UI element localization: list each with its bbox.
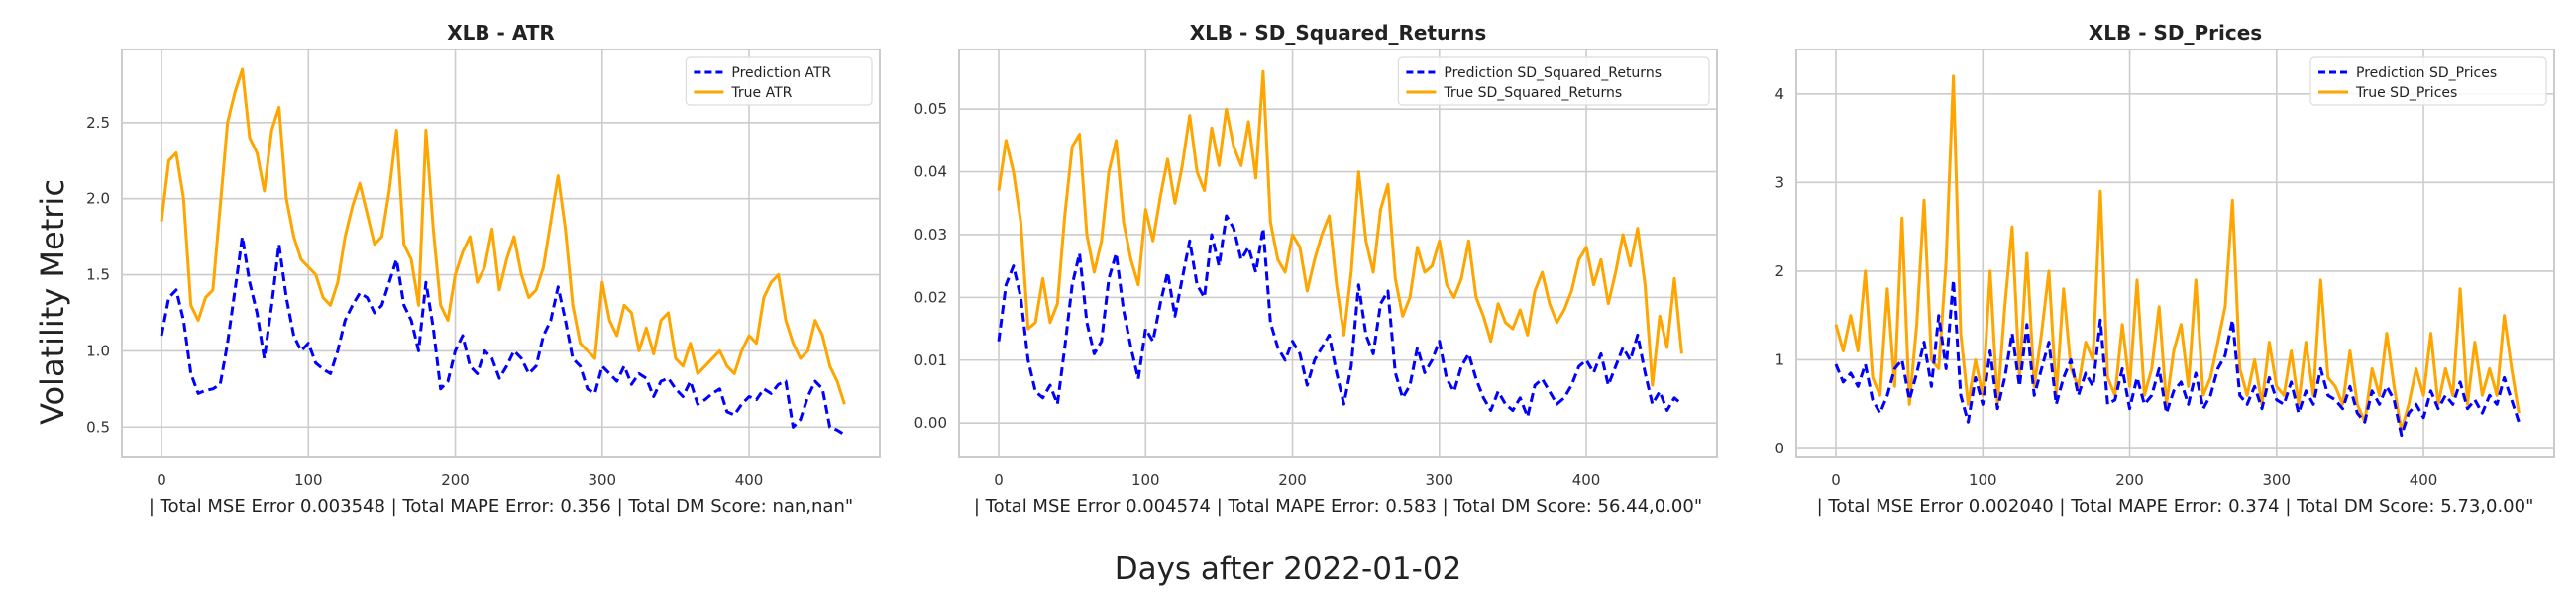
plot-frame xyxy=(958,49,1718,458)
legend-box xyxy=(2309,56,2547,106)
x-tick-label: 400 xyxy=(2410,471,2438,489)
chart-panel-3: 0 100 200 300 400 0 1 2 3 4 XLB - SD_Prices | Total… xyxy=(1774,21,2555,517)
y-tick-label: 0 xyxy=(1774,440,1784,457)
y-tick-label: 0.5 xyxy=(86,418,110,436)
plot-frame xyxy=(1795,49,2555,458)
y-tick-label: 4 xyxy=(1774,85,1784,103)
chart-panel-1: 0 100 200 300 400 0.5 1.0 1.5 2.0 2.5 XLB - ATR | T… xyxy=(86,21,881,517)
legend-entry: Prediction SD_Squared_Returns xyxy=(1444,65,1662,81)
shared-x-axis-label: Days after 2022-01-02 xyxy=(1115,551,1462,587)
true-series-line xyxy=(160,67,846,405)
x-tick-label: 300 xyxy=(2262,471,2291,489)
x-tick-label: 100 xyxy=(1969,471,1997,489)
chart-panel-2: 0 100 200 300 400 0.00 0.01 0.02 0.03 0.04 0.05 XLB… xyxy=(914,21,1718,517)
x-tick-label: 0 xyxy=(1831,471,1841,489)
x-tick-label: 200 xyxy=(2115,471,2144,489)
legend-box xyxy=(685,56,873,106)
x-tick-label: 300 xyxy=(1425,471,1453,489)
x-tick-label: 200 xyxy=(1278,471,1307,489)
legend-entry: True SD_Squared_Returns xyxy=(1443,85,1622,101)
y-tick-label: 0.02 xyxy=(914,288,947,306)
y-tick-label: 2.0 xyxy=(86,190,110,208)
y-tick-label: 0.05 xyxy=(914,100,947,118)
x-tick-label: 400 xyxy=(735,471,764,489)
y-tick-label: 2.5 xyxy=(86,114,110,132)
x-tick-label: 0 xyxy=(994,471,1004,489)
chart-error-caption: | Total MSE Error 0.003548 | Total MAPE … xyxy=(149,496,853,517)
shared-y-axis-label: Volatility Metric xyxy=(34,179,71,425)
y-tick-label: 0.03 xyxy=(914,226,947,244)
x-tick-label: 200 xyxy=(441,471,470,489)
chart-error-caption: | Total MSE Error 0.002040 | Total MAPE … xyxy=(1817,496,2534,517)
legend-box xyxy=(1397,56,1710,106)
true-series-line xyxy=(1834,74,2521,433)
plot-area xyxy=(959,50,1717,457)
chart-title: XLB - SD_Prices xyxy=(2089,21,2262,45)
y-tick-label: 2 xyxy=(1774,262,1784,280)
y-tick-label: 0.00 xyxy=(914,414,947,432)
legend-entry: True SD_Prices xyxy=(2355,85,2457,101)
prediction-series-line xyxy=(1834,278,2521,438)
x-tick-label: 400 xyxy=(1572,471,1601,489)
y-tick-label: 0.01 xyxy=(914,351,947,369)
chart-title: XLB - SD_Squared_Returns xyxy=(1190,21,1487,45)
y-tick-label: 1.0 xyxy=(86,342,110,359)
plot-area xyxy=(122,50,880,457)
x-tick-label: 100 xyxy=(1131,471,1160,489)
x-tick-label: 0 xyxy=(157,471,166,489)
y-tick-label: 1 xyxy=(1774,350,1784,368)
y-tick-label: 0.04 xyxy=(914,163,947,181)
prediction-series-line xyxy=(997,214,1683,419)
y-tick-label: 1.5 xyxy=(86,266,110,284)
legend-entry: Prediction SD_Prices xyxy=(2356,65,2497,81)
true-series-line xyxy=(997,69,1683,387)
x-tick-label: 100 xyxy=(294,471,323,489)
legend: Prediction SD_Squared_Returns True SD_Squ… xyxy=(1397,56,1710,106)
legend: Prediction SD_Prices True SD_Prices xyxy=(2309,56,2547,106)
legend-entry: Prediction ATR xyxy=(731,65,831,81)
x-tick-label: 300 xyxy=(588,471,616,489)
legend-entry: True ATR xyxy=(730,85,792,101)
plot-area xyxy=(1796,50,2554,457)
chart-error-caption: | Total MSE Error 0.004574 | Total MAPE … xyxy=(974,496,1702,517)
prediction-series-line xyxy=(160,235,846,437)
chart-title: XLB - ATR xyxy=(447,21,555,45)
plot-frame xyxy=(121,49,881,458)
y-tick-label: 3 xyxy=(1774,173,1784,191)
legend: Prediction ATR True ATR xyxy=(685,56,873,106)
